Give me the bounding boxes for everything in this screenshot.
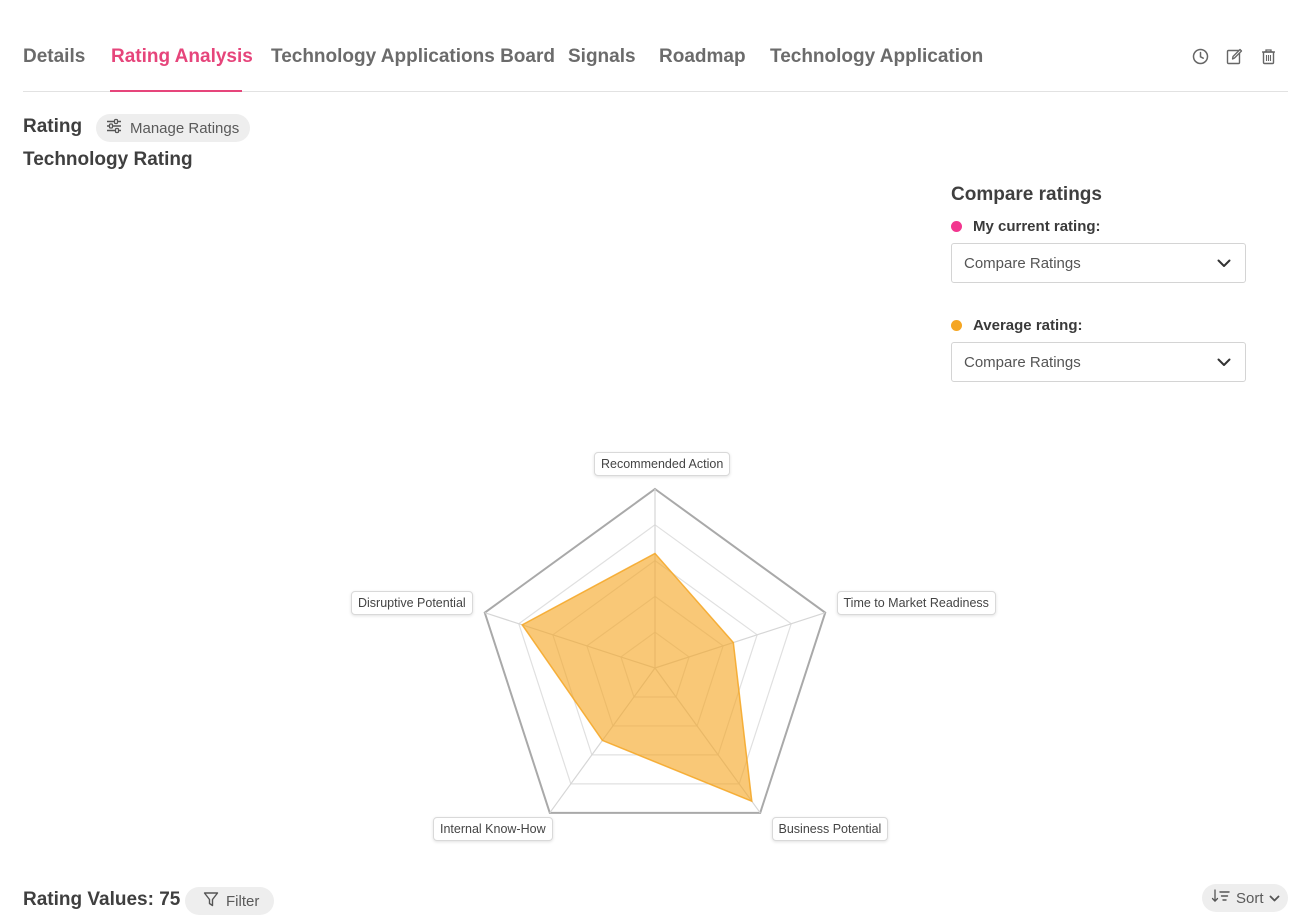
edit-icon[interactable] <box>1224 46 1244 66</box>
radar-spoke <box>654 612 826 669</box>
history-icon[interactable] <box>1190 46 1210 66</box>
radar-spoke <box>484 612 656 669</box>
filter-button[interactable]: Filter <box>185 887 275 915</box>
sliders-icon <box>106 118 122 138</box>
my-current-rating-label: My current rating: <box>973 218 1101 235</box>
active-tab-indicator <box>110 90 242 92</box>
radar-axis-label: Time to Market Readiness <box>836 591 996 615</box>
radar-spoke <box>654 667 761 814</box>
average-rating-select[interactable]: Compare Ratings <box>951 342 1246 382</box>
average-rating-legend: Average rating: <box>951 317 1246 334</box>
tab-actions <box>1190 46 1278 66</box>
compare-ratings-title: Compare ratings <box>951 184 1102 205</box>
radar-axis-label: Internal Know-How <box>433 817 553 841</box>
tab-rating-analysis[interactable]: Rating Analysis <box>111 46 253 67</box>
rating-values-title: Rating Values: 75 <box>23 889 181 910</box>
average-rating-select-value: Compare Ratings <box>964 353 1081 371</box>
delete-icon[interactable] <box>1258 46 1278 66</box>
radar-grid-ring <box>586 595 724 727</box>
manage-ratings-button[interactable]: Manage Ratings <box>96 114 251 142</box>
radar-grid-ring <box>483 487 827 814</box>
sort-button[interactable]: Sort <box>1202 884 1288 912</box>
tab-roadmap[interactable]: Roadmap <box>659 46 746 67</box>
radar-grid-ring <box>552 559 758 756</box>
compare-ratings-panel: Compare ratings My current rating: Compa… <box>951 184 1246 382</box>
radar-axis-label: Disruptive Potential <box>351 591 473 615</box>
radar-grid-ring <box>518 524 792 785</box>
tab-bar: Details Rating Analysis Technology Appli… <box>23 36 1288 92</box>
chevron-down-icon <box>1217 255 1231 272</box>
radar-series-average <box>521 552 753 803</box>
filter-icon <box>203 891 219 911</box>
radar-grid-ring <box>620 631 690 698</box>
radar-axis-label: Recommended Action <box>594 452 731 476</box>
radar-axis-label: Business Potential <box>771 817 889 841</box>
average-rating-dot <box>951 320 962 331</box>
technology-rating-title: Technology Rating <box>23 149 193 170</box>
chevron-down-icon <box>1269 890 1280 907</box>
tab-technology-applications-board[interactable]: Technology Applications Board <box>271 46 555 67</box>
current-rating-dot <box>951 221 962 232</box>
radar-spoke <box>549 667 656 814</box>
tab-details[interactable]: Details <box>23 46 86 67</box>
sort-label: Sort <box>1236 889 1264 907</box>
average-rating-label: Average rating: <box>973 317 1083 334</box>
sort-icon <box>1211 889 1231 907</box>
manage-ratings-label: Manage Ratings <box>130 119 240 137</box>
chevron-down-icon <box>1217 354 1231 371</box>
rating-title: Rating <box>23 116 83 137</box>
current-rating-select-value: Compare Ratings <box>964 254 1081 272</box>
filter-label: Filter <box>226 892 260 910</box>
current-rating-select[interactable]: Compare Ratings <box>951 243 1246 283</box>
tab-technology-application[interactable]: Technology Application <box>770 46 984 67</box>
my-current-rating-legend: My current rating: <box>951 218 1246 235</box>
tab-signals[interactable]: Signals <box>568 46 636 67</box>
